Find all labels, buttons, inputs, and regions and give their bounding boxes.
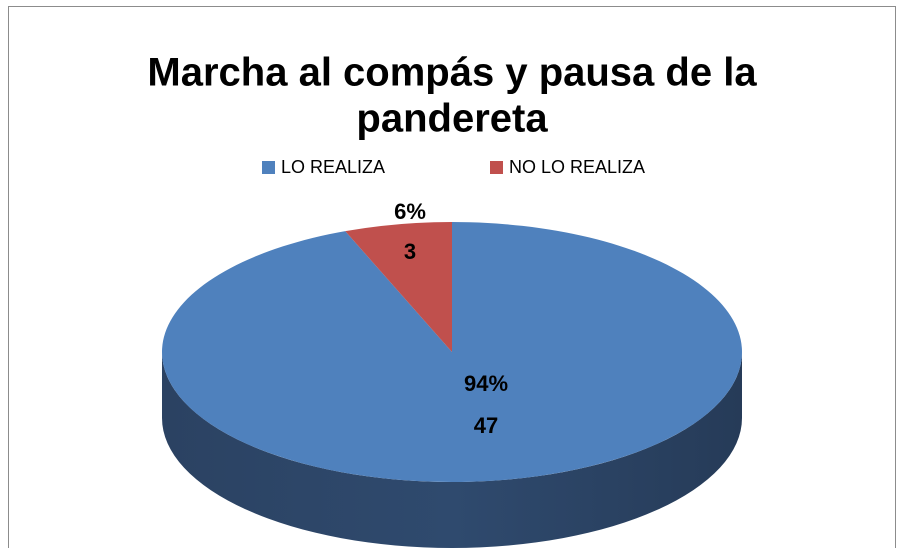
slice (345, 222, 452, 352)
chart-title: Marcha al compás y pausa de la (147, 51, 757, 95)
legend-label: NO LO REALIZA (509, 157, 645, 177)
slice (162, 222, 743, 482)
legend-swatch (490, 161, 503, 174)
slice-side (162, 352, 742, 548)
value-label: 47 (474, 413, 498, 438)
chart-title: pandereta (356, 97, 548, 141)
legend-swatch (262, 161, 275, 174)
percentage-label: 6% (394, 199, 426, 224)
percentage-label: 94% (464, 371, 508, 396)
value-label: 3 (404, 239, 416, 264)
legend-label: LO REALIZA (281, 157, 385, 177)
